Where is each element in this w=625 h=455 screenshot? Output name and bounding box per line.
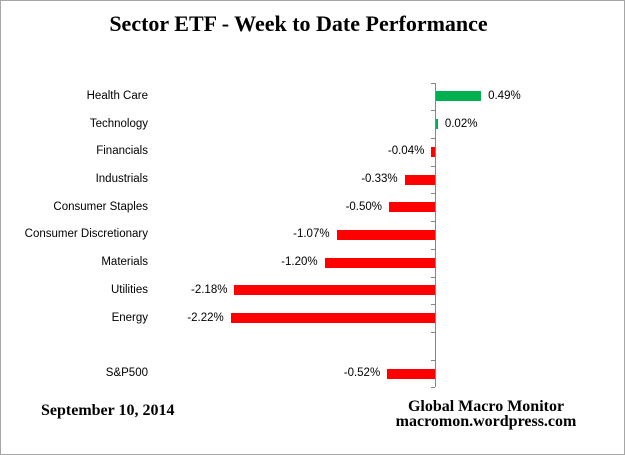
value-label: -0.33% [361, 173, 398, 186]
chart-date: September 10, 2014 [41, 402, 175, 419]
category-label: Consumer Staples [53, 200, 148, 213]
value-axis-line [435, 82, 436, 388]
axis-tick [431, 304, 435, 306]
value-label: -2.18% [191, 283, 228, 296]
category-label: Materials [101, 256, 148, 269]
positive-bar [436, 91, 482, 102]
category-label: Financials [96, 145, 148, 158]
value-label: -0.50% [345, 200, 382, 213]
category-label: Industrials [95, 173, 148, 186]
axis-tick [431, 193, 435, 195]
negative-bar [431, 146, 435, 157]
axis-tick [431, 359, 435, 361]
negative-bar [389, 202, 435, 213]
chart-title: Sector ETF - Week to Date Performance [109, 11, 488, 36]
negative-bar [336, 229, 435, 240]
chart-source-url: macromon.wordpress.com [395, 412, 577, 430]
category-label: Utilities [110, 283, 148, 296]
axis-tick [431, 110, 435, 112]
value-label: 0.02% [444, 117, 478, 130]
axis-tick [431, 248, 435, 250]
category-label: S&P500 [105, 367, 148, 380]
negative-bar [387, 368, 435, 379]
value-label: -1.07% [293, 228, 330, 241]
negative-bar [230, 313, 435, 324]
axis-tick [431, 165, 435, 167]
negative-bar [234, 285, 435, 296]
axis-tick [431, 276, 435, 278]
value-label: -0.04% [387, 145, 425, 158]
axis-tick [431, 221, 435, 223]
category-label: Technology [89, 117, 148, 130]
category-label: Energy [111, 311, 148, 324]
axis-tick [431, 387, 435, 389]
chart-source: Global Macro Monitor macromon.wordpress.… [386, 398, 586, 430]
value-label: -1.20% [281, 256, 318, 269]
axis-tick [431, 331, 435, 333]
chart-source-name: Global Macro Monitor [407, 398, 565, 415]
negative-bar [404, 174, 435, 185]
value-label: -2.22% [187, 311, 224, 324]
value-label: 0.49% [488, 89, 521, 102]
negative-bar [324, 257, 435, 268]
value-label: -0.52% [343, 367, 381, 380]
category-label: Health Care [86, 89, 148, 102]
axis-tick [431, 137, 435, 139]
category-label: Consumer Discretionary [24, 228, 148, 241]
axis-tick [431, 82, 435, 84]
positive-bar [436, 119, 438, 130]
